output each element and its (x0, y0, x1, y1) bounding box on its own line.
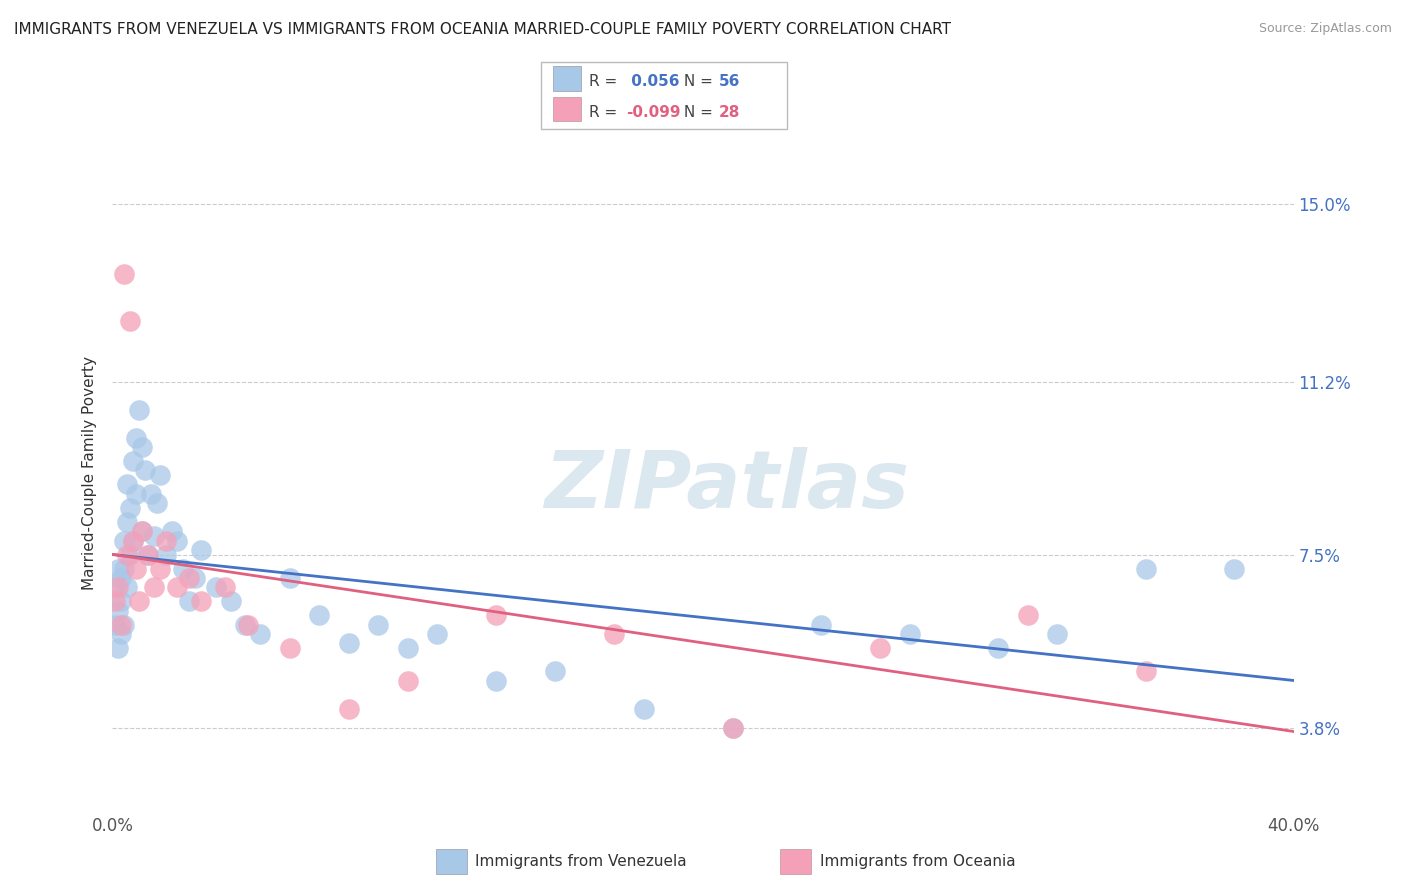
Point (117, 580, 138, 594)
Point (107, 604, 129, 618)
Text: 0.056: 0.056 (626, 74, 679, 89)
Point (396, 673, 419, 688)
Point (107, 561, 129, 575)
Point (131, 524, 153, 539)
Point (125, 561, 148, 575)
Point (122, 533, 145, 548)
Point (485, 608, 508, 623)
Point (179, 594, 201, 608)
Point (367, 617, 389, 632)
Point (131, 440, 153, 454)
Text: Immigrants from Oceania: Immigrants from Oceania (820, 855, 1015, 869)
Point (136, 548, 159, 562)
Point (107, 580, 129, 594)
Point (308, 608, 330, 623)
Point (337, 636, 360, 650)
Point (110, 617, 132, 632)
Point (544, 665, 567, 679)
Point (249, 627, 271, 641)
Point (721, 721, 744, 735)
Point (107, 641, 129, 656)
Text: 28: 28 (718, 105, 740, 120)
Point (122, 454, 145, 468)
Point (219, 594, 242, 608)
Point (112, 533, 135, 548)
Point (1017, 608, 1039, 623)
Point (190, 594, 212, 608)
Point (146, 496, 169, 510)
Point (214, 580, 236, 594)
Point (110, 627, 132, 641)
Text: R =: R = (589, 74, 623, 89)
Point (603, 627, 626, 641)
Point (205, 580, 228, 594)
Text: Immigrants from Venezuela: Immigrants from Venezuela (475, 855, 688, 869)
Point (396, 641, 419, 656)
Point (810, 617, 832, 632)
Point (120, 500, 142, 515)
Point (142, 580, 165, 594)
Point (110, 571, 132, 585)
Point (278, 641, 301, 656)
Point (125, 431, 148, 445)
Point (869, 641, 891, 656)
Point (166, 580, 188, 594)
Point (160, 524, 183, 539)
Point (184, 571, 207, 585)
Point (1046, 627, 1069, 641)
Point (987, 641, 1010, 656)
Point (1135, 561, 1157, 575)
Point (149, 468, 172, 483)
Text: IMMIGRANTS FROM VENEZUELA VS IMMIGRANTS FROM OCEANIA MARRIED-COUPLE FAMILY POVER: IMMIGRANTS FROM VENEZUELA VS IMMIGRANTS … (14, 22, 950, 37)
Point (172, 561, 194, 575)
Point (155, 548, 177, 562)
Point (131, 524, 153, 539)
Point (233, 617, 256, 632)
Point (104, 580, 127, 594)
Point (117, 515, 138, 529)
Point (426, 627, 449, 641)
Point (179, 571, 201, 585)
Point (633, 702, 655, 716)
Point (122, 533, 145, 548)
Point (112, 617, 135, 632)
Point (104, 594, 127, 608)
Point (898, 627, 921, 641)
Text: N =: N = (679, 105, 718, 120)
Point (149, 561, 172, 575)
Point (120, 548, 142, 562)
Point (136, 548, 159, 562)
Point (190, 542, 212, 557)
Text: -0.099: -0.099 (626, 105, 681, 120)
Point (112, 267, 135, 281)
Point (337, 702, 360, 716)
Point (166, 533, 188, 548)
Text: N =: N = (679, 74, 718, 89)
Point (134, 463, 156, 477)
Point (155, 533, 177, 548)
Point (1223, 561, 1246, 575)
Point (125, 487, 148, 501)
Point (278, 571, 301, 585)
Text: Source: ZipAtlas.com: Source: ZipAtlas.com (1258, 22, 1392, 36)
Text: ZIPatlas: ZIPatlas (544, 447, 910, 525)
Point (1135, 665, 1157, 679)
Point (104, 617, 127, 632)
Point (128, 594, 150, 608)
Point (117, 477, 138, 491)
Point (120, 314, 142, 328)
Point (142, 529, 165, 543)
Point (112, 561, 135, 575)
Point (485, 673, 508, 688)
Text: 56: 56 (718, 74, 740, 89)
Point (238, 617, 260, 632)
Y-axis label: Married-Couple Family Poverty: Married-Couple Family Poverty (82, 356, 97, 590)
Point (721, 721, 744, 735)
Point (117, 548, 138, 562)
Text: R =: R = (589, 105, 623, 120)
Point (110, 594, 132, 608)
Point (139, 487, 162, 501)
Point (128, 402, 150, 417)
